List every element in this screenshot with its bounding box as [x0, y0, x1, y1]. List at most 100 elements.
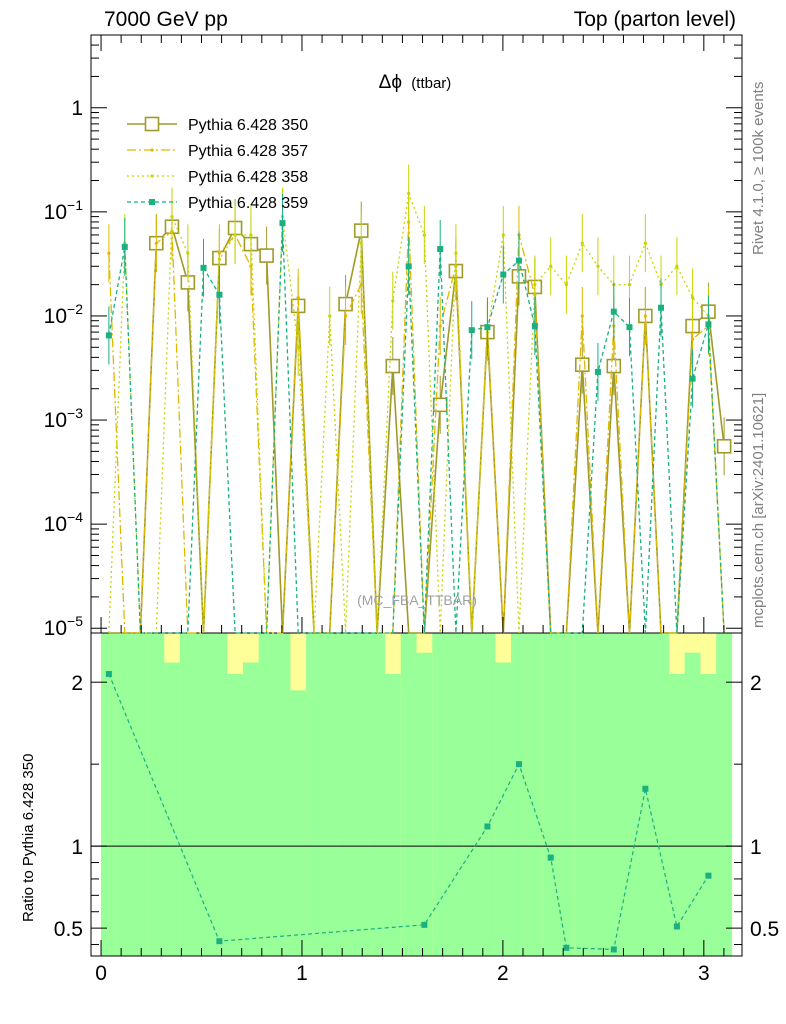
- ratio-band-green-bin: [243, 662, 259, 956]
- data-point: [626, 324, 633, 331]
- ratio-band-green-bin: [384, 673, 401, 956]
- ratio-band-green-bin: [306, 633, 322, 956]
- data-point: [606, 358, 622, 374]
- ratio-band-green-bin: [132, 633, 149, 956]
- ratio-band-green-bin: [274, 633, 291, 956]
- data-point: [296, 345, 300, 349]
- ratio-band-green-bin: [700, 673, 717, 956]
- ratio-data-point: [216, 938, 223, 945]
- data-point: [500, 271, 507, 278]
- ratio-data-point: [705, 872, 712, 879]
- x-tick-label: 0: [95, 962, 107, 985]
- data-point: [107, 251, 111, 255]
- analysis-tag: (MC_FBA_TTBAR): [357, 592, 477, 608]
- legend-marker: [150, 174, 154, 178]
- ratio-band-green-bin: [605, 633, 622, 956]
- legend-marker: [144, 116, 160, 132]
- ratio-band-green-bin: [179, 633, 196, 956]
- data-point: [407, 191, 411, 196]
- ratio-band-green-bin: [148, 633, 165, 956]
- x-tick-label: 3: [698, 962, 710, 985]
- main-y-tick-label: 10−4: [44, 509, 84, 536]
- ratio-band-green-bin: [337, 633, 354, 956]
- data-point: [533, 283, 537, 287]
- ratio-data-point: [515, 761, 522, 768]
- main-y-tick-label: 10−1: [44, 197, 84, 224]
- ratio-data-point: [547, 854, 554, 861]
- ratio-band-green-bin: [511, 633, 527, 956]
- series-s350: [108, 197, 732, 634]
- ratio-band-green-bin: [463, 633, 480, 956]
- ratio-band-green-bin: [416, 652, 433, 956]
- ratio-band-green-bin: [432, 633, 449, 956]
- legend-label: Pythia 6.428 350: [188, 117, 308, 134]
- rivet-label: Rivet 4.1.0, ≥ 100k events: [750, 81, 767, 255]
- legend-entry-s358: Pythia 6.428 358: [127, 169, 308, 186]
- data-point: [574, 357, 590, 373]
- legend-entry-s359: Pythia 6.428 359: [127, 195, 308, 212]
- data-point: [385, 358, 401, 374]
- data-point: [121, 243, 128, 250]
- ratio-data-point: [673, 923, 680, 930]
- data-point: [454, 251, 458, 255]
- ratio-band-green-bin: [621, 633, 638, 956]
- ratio-band-green-bin: [574, 633, 591, 956]
- data-point: [154, 241, 158, 245]
- ratio-uncertainty-bands: [100, 633, 733, 956]
- data-point: [391, 299, 395, 303]
- ratio-band-green-bin: [558, 633, 575, 956]
- ratio-band-green-bin: [589, 633, 606, 956]
- ratio-band-green-bin: [369, 633, 386, 956]
- header-energy: 7000 GeV pp: [104, 8, 228, 31]
- ratio-y-tick-label-right: 2: [750, 672, 762, 695]
- data-point: [716, 438, 732, 454]
- legend-entry-s350: Pythia 6.428 350: [127, 116, 308, 134]
- data-point: [705, 321, 712, 328]
- data-point: [515, 257, 522, 264]
- x-tick-label: 2: [497, 962, 509, 985]
- data-point: [580, 241, 584, 245]
- data-point: [690, 296, 695, 300]
- legend-entry-s357: Pythia 6.428 357: [127, 143, 308, 160]
- data-point: [438, 324, 442, 328]
- ratio-y-tick-label-right: 1: [750, 836, 762, 859]
- legend-marker: [150, 148, 154, 152]
- series-line: [108, 221, 725, 634]
- main-y-tick-label: 10−2: [44, 301, 84, 328]
- series-s359: [105, 194, 725, 634]
- main-y-tick-label: 1: [71, 97, 83, 120]
- data-point: [200, 264, 207, 271]
- ratio-band-green-bin: [668, 673, 685, 956]
- ratio-band-green-bin: [258, 633, 275, 956]
- ratio-y-axis-label: Ratio to Pythia 6.428 350: [20, 753, 37, 922]
- ratio-y-tick-label-left: 2: [71, 672, 83, 695]
- ratio-band-green-bin: [542, 633, 559, 956]
- data-point: [249, 264, 253, 268]
- ratio-band-green-bin: [637, 633, 654, 956]
- data-point: [658, 304, 665, 311]
- x-tick-label: 1: [296, 962, 308, 985]
- header-process: Top (parton level): [573, 8, 736, 31]
- legend-label: Pythia 6.428 358: [188, 169, 308, 186]
- data-point: [186, 251, 190, 255]
- ratio-data-point: [105, 670, 112, 677]
- series-s358: [108, 164, 725, 634]
- data-point: [690, 337, 695, 341]
- data-point: [216, 291, 223, 298]
- data-point: [437, 245, 444, 252]
- data-point: [296, 296, 300, 300]
- legend-label: Pythia 6.428 359: [188, 195, 308, 212]
- data-point: [170, 215, 174, 219]
- data-point: [405, 263, 412, 270]
- data-point: [105, 332, 112, 339]
- legend-marker: [149, 199, 155, 205]
- data-point: [564, 283, 568, 287]
- ratio-band-green-bin: [495, 662, 512, 956]
- legend: Pythia 6.428 350 Pythia 6.428 357 Pythia 6…: [127, 116, 308, 212]
- ratio-data-point: [610, 946, 617, 953]
- data-point: [249, 233, 253, 237]
- ratio-band-green-bin: [164, 662, 180, 956]
- ratio-band-green-bin: [100, 633, 117, 956]
- data-point: [627, 283, 632, 287]
